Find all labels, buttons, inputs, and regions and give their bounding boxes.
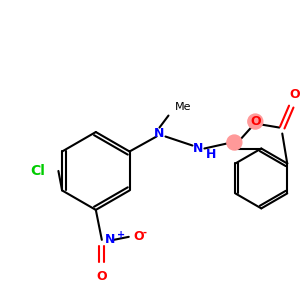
Text: +: +	[117, 230, 125, 240]
Text: H: H	[206, 148, 216, 161]
Text: N: N	[154, 127, 165, 140]
Circle shape	[227, 135, 242, 150]
Circle shape	[248, 114, 263, 129]
Text: O: O	[250, 115, 261, 128]
Text: -: -	[142, 227, 146, 237]
Text: O: O	[133, 230, 144, 243]
Text: Me: Me	[175, 102, 191, 112]
Text: Cl: Cl	[30, 164, 45, 178]
Text: N: N	[105, 233, 115, 246]
Text: O: O	[97, 270, 107, 283]
Text: N: N	[193, 142, 204, 155]
Text: O: O	[289, 88, 300, 100]
